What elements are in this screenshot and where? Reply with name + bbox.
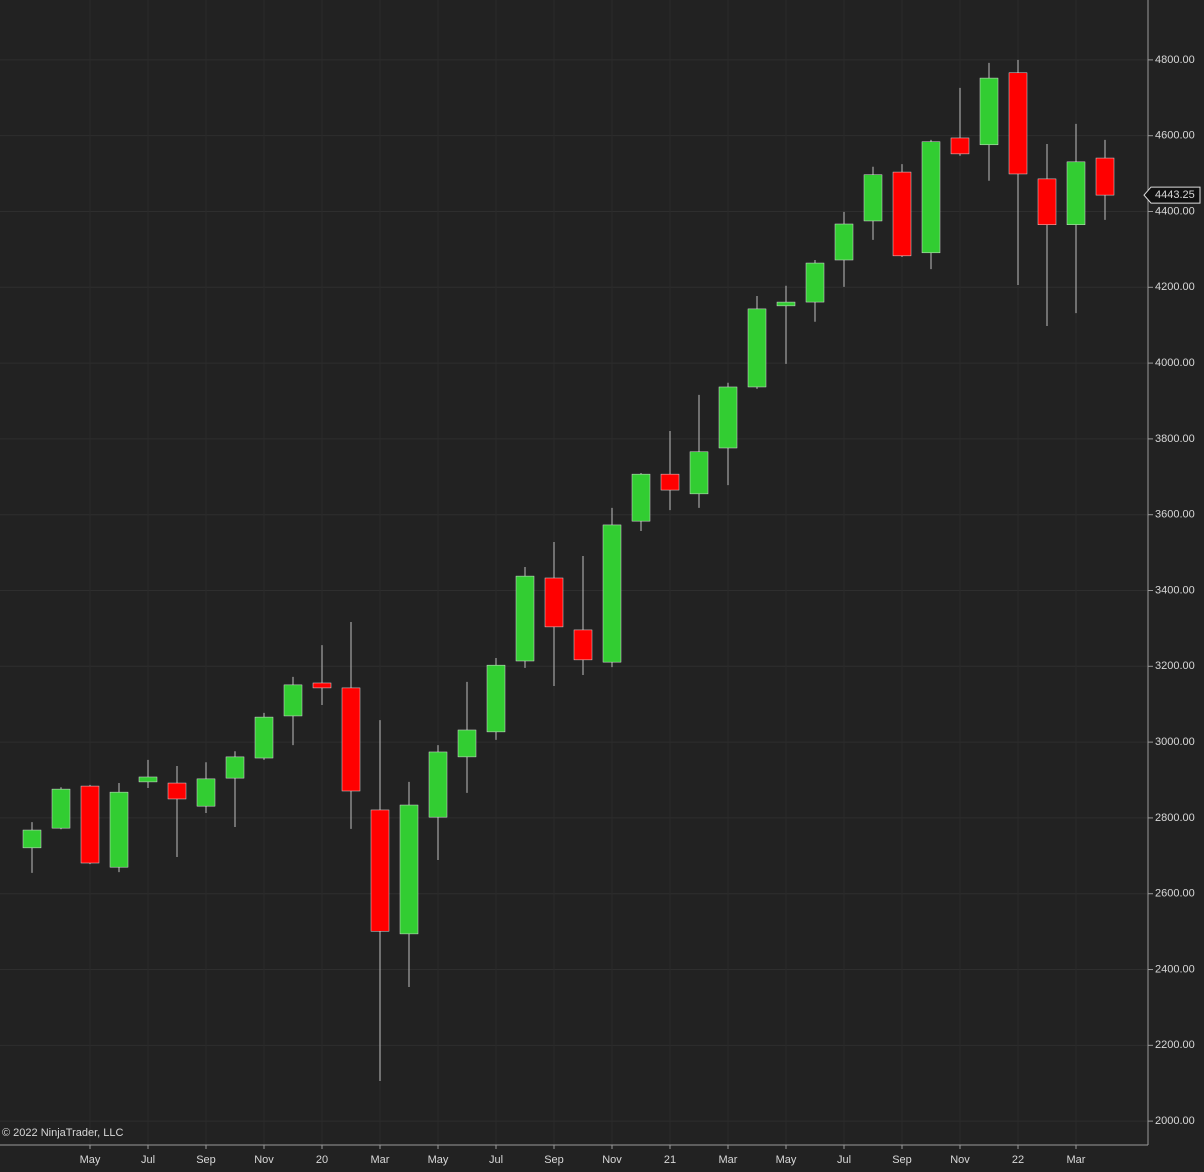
y-tick-label: 4400.00 xyxy=(1155,205,1195,217)
candle-body xyxy=(428,751,448,818)
candle-body xyxy=(196,778,216,807)
x-tick-label: May xyxy=(428,1154,449,1166)
candle-body xyxy=(805,262,825,303)
candle-body xyxy=(138,776,158,783)
y-tick-label: 3200.00 xyxy=(1155,660,1195,672)
x-tick-label: Nov xyxy=(254,1154,274,1166)
candle-body xyxy=(950,137,970,155)
x-tick-label: 21 xyxy=(664,1154,676,1166)
y-tick-label: 3800.00 xyxy=(1155,433,1195,445)
candle-body xyxy=(225,756,245,779)
candle-body xyxy=(109,791,129,868)
candle-body xyxy=(979,77,999,146)
y-tick-label: 2000.00 xyxy=(1155,1115,1195,1127)
y-tick-label: 2200.00 xyxy=(1155,1039,1195,1051)
candle-body xyxy=(1008,72,1028,175)
y-tick-label: 3600.00 xyxy=(1155,509,1195,521)
candle-body xyxy=(457,729,477,758)
candle-body xyxy=(486,664,506,733)
candle-body xyxy=(370,809,390,932)
candle-body xyxy=(602,524,622,663)
x-tick-label: Sep xyxy=(544,1154,564,1166)
y-tick-label: 4800.00 xyxy=(1155,54,1195,66)
x-tick-label: Jul xyxy=(489,1154,503,1166)
candle-body xyxy=(312,682,332,689)
candle-body xyxy=(1066,161,1086,226)
last-price-label: 4443.25 xyxy=(1155,189,1195,201)
candle-body xyxy=(689,451,709,495)
y-tick-label: 4200.00 xyxy=(1155,281,1195,293)
y-tick-label: 2800.00 xyxy=(1155,812,1195,824)
x-tick-label: Jul xyxy=(837,1154,851,1166)
y-tick-label: 4600.00 xyxy=(1155,130,1195,142)
candle-body xyxy=(747,308,767,388)
candle-body xyxy=(341,687,361,792)
candle-body xyxy=(51,788,71,829)
last-price-marker xyxy=(1143,186,1201,204)
candle-body xyxy=(892,171,912,257)
candle-body xyxy=(660,473,680,491)
x-tick-label: Nov xyxy=(950,1154,970,1166)
y-tick-label: 3000.00 xyxy=(1155,736,1195,748)
x-tick-label: Nov xyxy=(602,1154,622,1166)
candle-body xyxy=(834,223,854,261)
x-tick-label: 22 xyxy=(1012,1154,1024,1166)
candle-body xyxy=(1095,157,1115,196)
candle-body xyxy=(283,684,303,717)
y-tick-label: 4000.00 xyxy=(1155,357,1195,369)
x-tick-label: Sep xyxy=(196,1154,216,1166)
candle-body xyxy=(1037,178,1057,226)
x-tick-label: May xyxy=(776,1154,797,1166)
candle-body xyxy=(544,577,564,628)
candle-body xyxy=(515,575,535,662)
candle-body xyxy=(167,782,187,800)
y-tick-label: 3400.00 xyxy=(1155,584,1195,596)
candle-body xyxy=(863,174,883,222)
candle-body xyxy=(776,301,796,307)
y-tick-label: 2400.00 xyxy=(1155,963,1195,975)
x-tick-label: Mar xyxy=(719,1154,738,1166)
x-tick-label: Mar xyxy=(371,1154,390,1166)
candle-body xyxy=(22,829,42,849)
x-tick-label: Mar xyxy=(1067,1154,1086,1166)
x-tick-label: 20 xyxy=(316,1154,328,1166)
candle-body xyxy=(718,386,738,449)
y-tick-label: 2600.00 xyxy=(1155,888,1195,900)
candle-body xyxy=(573,629,593,661)
candle-body xyxy=(80,785,100,864)
candle-body xyxy=(631,473,651,522)
x-tick-label: Jul xyxy=(141,1154,155,1166)
candle-body xyxy=(254,716,274,759)
candle-body xyxy=(921,141,941,254)
x-tick-label: Sep xyxy=(892,1154,912,1166)
candle-body xyxy=(399,804,419,935)
copyright: © 2022 NinjaTrader, LLC xyxy=(2,1127,123,1139)
x-tick-label: May xyxy=(80,1154,101,1166)
